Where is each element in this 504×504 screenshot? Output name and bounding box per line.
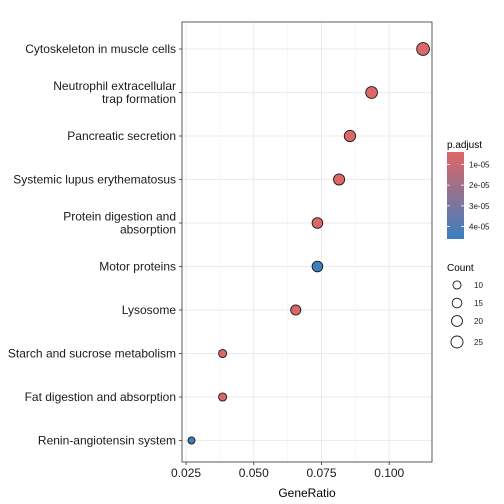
y-tick-label: Motor proteins xyxy=(99,260,176,274)
y-tick-label: Systemic lupus erythematosus xyxy=(13,173,176,187)
size-key-label: 20 xyxy=(474,317,483,326)
size-key-label: 15 xyxy=(474,299,483,308)
y-tick-label: Renin-angiotensin system xyxy=(38,434,176,448)
plot-panel-bg xyxy=(182,22,432,462)
y-tick-label: Cytoskeleton in muscle cells xyxy=(25,42,176,56)
color-tick-label: 3e-05 xyxy=(469,202,490,211)
size-legend-title: Count xyxy=(447,263,474,274)
x-tick-label: 0.050 xyxy=(239,466,269,480)
color-tick-label: 2e-05 xyxy=(469,181,490,190)
y-tick-label: Protein digestion and absorption xyxy=(63,210,176,237)
color-legend-title: p.adjust xyxy=(447,140,482,151)
x-tick-label: 0.075 xyxy=(306,466,336,480)
dot xyxy=(218,392,228,402)
size-key-label: 25 xyxy=(474,338,483,347)
size-key xyxy=(450,335,464,349)
x-tick-label: 0.025 xyxy=(171,466,201,480)
dot xyxy=(218,348,228,359)
y-tick-label: Fat digestion and absorption xyxy=(25,390,176,404)
dot xyxy=(290,304,302,316)
color-tick-label: 1e-05 xyxy=(469,160,490,169)
y-tick-label: Lysosome xyxy=(122,303,177,317)
dot xyxy=(416,42,430,56)
major-gridlines xyxy=(182,22,432,462)
dot xyxy=(365,86,378,99)
size-legend-keys: 10 15 20 25 xyxy=(450,280,483,349)
size-key xyxy=(452,280,462,290)
size-key xyxy=(451,297,463,309)
y-tick-label: Neutrophil extracellular trap formation xyxy=(53,79,176,106)
y-tick-label: Pancreatic secretion xyxy=(67,129,176,143)
y-tick-label: Starch and sucrose metabolism xyxy=(8,347,176,361)
color-legend: p.adjust 1e-05 2e-05 3e-05 4e-05 xyxy=(447,140,490,239)
y-axis-labels: Cytoskeleton in muscle cells Neutrophil e… xyxy=(8,42,182,448)
size-key-label: 10 xyxy=(474,281,483,290)
color-tick-label: 4e-05 xyxy=(469,223,490,232)
dot xyxy=(333,173,346,186)
data-points xyxy=(187,42,430,445)
color-legend-bar xyxy=(447,152,464,239)
x-tick-label: 0.100 xyxy=(374,466,404,480)
dot xyxy=(343,129,357,143)
x-axis: 0.025 0.050 0.075 0.100 xyxy=(171,462,405,480)
size-legend: Count 10 15 20 25 xyxy=(447,263,483,349)
dot xyxy=(311,260,324,273)
plot-panel-border xyxy=(181,21,433,463)
size-key xyxy=(451,315,463,327)
dot xyxy=(311,217,324,229)
color-legend-ticks: 1e-05 2e-05 3e-05 4e-05 xyxy=(447,160,490,232)
x-axis-title: GeneRatio xyxy=(278,486,336,500)
dot xyxy=(187,436,196,445)
